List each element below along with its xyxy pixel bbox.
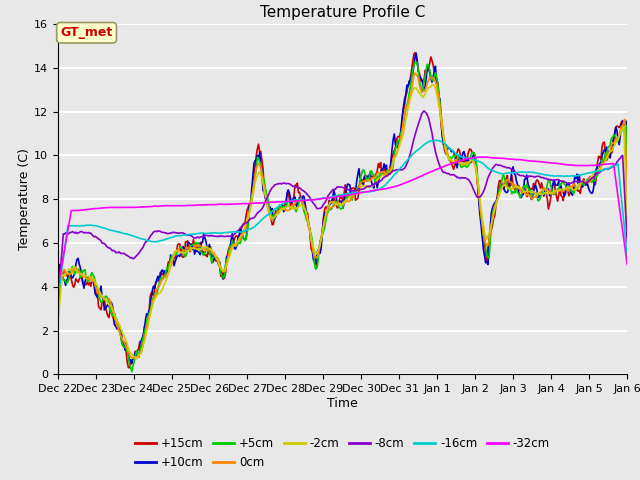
-2cm [523,188,531,194]
-32cm [623,262,631,267]
-2cm [623,216,631,222]
Line: -16cm: -16cm [58,140,627,300]
+15cm [523,193,531,199]
-16cm [328,194,335,200]
Text: GT_met: GT_met [60,26,113,39]
+5cm [411,59,419,65]
+10cm [394,144,402,150]
-8cm [623,239,631,245]
Line: -2cm: -2cm [58,84,627,359]
-2cm [325,201,333,207]
-16cm [393,170,401,176]
+5cm [394,137,402,143]
-8cm [362,184,370,190]
-32cm [522,157,529,163]
Title: Temperature Profile C: Temperature Profile C [260,5,425,20]
+5cm [623,181,631,187]
X-axis label: Time: Time [327,397,358,410]
-32cm [611,169,618,175]
0cm [411,70,419,76]
+10cm [325,201,333,207]
Line: -8cm: -8cm [58,111,627,305]
+10cm [523,172,531,178]
-2cm [394,148,402,154]
-8cm [522,174,529,180]
+10cm [363,174,371,180]
-16cm [522,169,529,175]
0cm [623,201,631,207]
Legend: +15cm, +10cm, +5cm, 0cm, -2cm, -8cm, -16cm, -32cm: +15cm, +10cm, +5cm, 0cm, -2cm, -8cm, -16… [131,432,554,474]
+15cm [394,134,402,140]
-2cm [329,199,337,205]
-2cm [54,323,61,328]
0cm [54,323,61,329]
+5cm [523,181,531,187]
+5cm [612,136,620,142]
+5cm [363,178,371,183]
+15cm [125,365,133,371]
0cm [329,204,337,209]
+15cm [363,173,371,179]
0cm [129,356,137,361]
+5cm [54,324,61,329]
+5cm [325,205,333,211]
+10cm [612,124,620,130]
+5cm [128,369,136,374]
-32cm [328,195,335,201]
+15cm [623,207,631,213]
-16cm [324,195,332,201]
Line: -32cm: -32cm [58,157,627,289]
0cm [363,179,371,184]
-2cm [363,184,371,190]
-8cm [324,193,332,199]
-32cm [54,287,61,292]
Line: 0cm: 0cm [58,73,627,359]
-16cm [54,297,61,303]
-16cm [623,253,631,259]
-8cm [420,108,428,114]
+15cm [325,197,333,203]
-16cm [611,163,618,168]
-16cm [362,189,370,195]
-2cm [132,356,140,362]
+10cm [54,296,61,302]
0cm [523,192,531,198]
-8cm [328,189,335,194]
+5cm [329,204,337,209]
-8cm [393,167,401,172]
Line: +15cm: +15cm [58,53,627,368]
-16cm [433,137,440,143]
Y-axis label: Temperature (C): Temperature (C) [18,148,31,250]
+15cm [411,50,419,56]
-32cm [393,183,401,189]
+15cm [54,306,61,312]
-8cm [54,302,61,308]
+10cm [623,196,631,202]
+15cm [329,200,337,205]
0cm [394,147,402,153]
-2cm [429,82,437,87]
+10cm [412,50,420,56]
+10cm [329,195,337,201]
-32cm [324,195,332,201]
-32cm [476,154,484,160]
-8cm [611,162,618,168]
0cm [612,137,620,143]
0cm [325,206,333,212]
+15cm [612,124,620,130]
-32cm [362,189,370,195]
+10cm [128,361,136,367]
-2cm [612,140,620,145]
Line: +10cm: +10cm [58,53,627,364]
Line: +5cm: +5cm [58,62,627,372]
